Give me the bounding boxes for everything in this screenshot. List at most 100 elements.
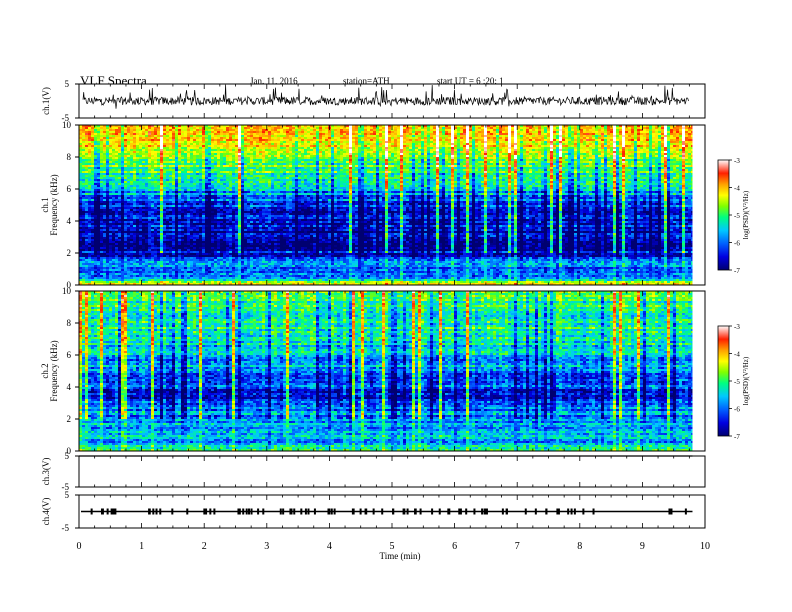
colorbar-tick-label: -4 bbox=[734, 185, 740, 193]
ytick-label: 10 bbox=[62, 120, 72, 130]
ch4-pulse bbox=[483, 508, 486, 515]
ch4-pulse bbox=[557, 508, 560, 515]
ch4-pulse bbox=[152, 508, 155, 515]
yaxis-label-1: ch.1(V) bbox=[41, 87, 51, 115]
ytick-label: 8 bbox=[67, 152, 72, 162]
ytick-label: -5 bbox=[62, 482, 70, 492]
ch4-pulse bbox=[668, 508, 671, 515]
colorbar-2 bbox=[717, 325, 730, 437]
no-data-area-1 bbox=[692, 125, 705, 285]
xtick-label: 2 bbox=[202, 541, 207, 552]
xtick-label: 5 bbox=[390, 541, 395, 552]
ch4-pulse bbox=[186, 508, 189, 515]
yaxis-label-frequency: Frequency (kHz) bbox=[49, 340, 59, 401]
ch4-pulse bbox=[330, 508, 333, 515]
ytick-label: 2 bbox=[67, 248, 72, 258]
yaxis-label-4: ch.3(V) bbox=[41, 458, 51, 486]
ytick-label: 5 bbox=[65, 79, 70, 89]
ch4-pulse bbox=[372, 508, 375, 515]
ch4-pulse bbox=[447, 508, 450, 515]
ytick-label: 5 bbox=[65, 451, 70, 461]
ch4-pulse bbox=[237, 508, 240, 515]
ytick-label: -5 bbox=[62, 523, 70, 533]
xtick-label: 10 bbox=[700, 541, 710, 552]
ch4-pulse bbox=[110, 508, 113, 515]
ch4-pulse bbox=[485, 508, 488, 515]
ch4-pulse bbox=[351, 508, 354, 515]
ch4-pulse bbox=[501, 508, 504, 515]
ch4-pulse bbox=[573, 508, 576, 515]
xaxis-label: Time (min) bbox=[380, 551, 421, 561]
colorbar-1 bbox=[717, 159, 730, 271]
ch4-pulse bbox=[419, 508, 422, 515]
ch4-pulse bbox=[473, 508, 476, 515]
xtick-label: 6 bbox=[452, 541, 457, 552]
ytick-label: 4 bbox=[67, 216, 72, 226]
ch4-pulse bbox=[213, 508, 216, 515]
ch4-pulse bbox=[279, 508, 282, 515]
yaxis-label-frequency: Frequency (kHz) bbox=[49, 174, 59, 235]
ytick-label: 6 bbox=[67, 350, 72, 360]
ch4-pulse bbox=[392, 508, 395, 515]
ch4-pulse bbox=[307, 508, 310, 515]
colorbar-label: log(PSD)(V²/Hz) bbox=[742, 190, 750, 239]
xtick-label: 9 bbox=[640, 541, 645, 552]
ch4-pulse bbox=[359, 508, 362, 515]
ch4-pulse bbox=[524, 508, 527, 515]
ch4-pulse bbox=[250, 508, 253, 515]
colorbar-tick-label: -3 bbox=[734, 157, 740, 165]
ch4-pulse bbox=[205, 508, 208, 515]
ch1-trace bbox=[82, 84, 689, 109]
ytick-label: 0 bbox=[67, 280, 72, 290]
ch4-pulse bbox=[556, 508, 559, 515]
ytick-label: 4 bbox=[67, 382, 72, 392]
xtick-label: 8 bbox=[577, 541, 582, 552]
ch4-pulse bbox=[106, 508, 109, 515]
ch4-pulse bbox=[534, 508, 537, 515]
ch4-pulse bbox=[101, 508, 104, 515]
ch4-pulse bbox=[112, 508, 115, 515]
ch4-pulse bbox=[304, 508, 307, 515]
ch4-pulse bbox=[333, 508, 336, 515]
xtick-label: 7 bbox=[515, 541, 520, 552]
colorbar-tick-label: -3 bbox=[734, 323, 740, 331]
ch4-pulse bbox=[431, 508, 434, 515]
ytick-label: 5 bbox=[65, 490, 70, 500]
colorbar-tick-label: -6 bbox=[734, 240, 740, 248]
colorbar-tick-label: -4 bbox=[734, 351, 740, 359]
ch4-pulse bbox=[159, 508, 162, 515]
xtick-label: 0 bbox=[77, 541, 82, 552]
ch4-pulse bbox=[300, 508, 303, 515]
ytick-label: 2 bbox=[67, 414, 72, 424]
ch4-pulse bbox=[592, 508, 595, 515]
ch4-pulse bbox=[209, 508, 212, 515]
ch4-pulse bbox=[282, 508, 285, 515]
ch4-pulse bbox=[328, 508, 331, 515]
ch4-pulse bbox=[505, 508, 508, 515]
ch4-pulse bbox=[313, 508, 316, 515]
ytick-label: 6 bbox=[67, 184, 72, 194]
xtick-label: 4 bbox=[327, 541, 332, 552]
ch4-pulse bbox=[203, 508, 206, 515]
ch4-pulse bbox=[458, 508, 461, 515]
station-label: station=ATH bbox=[343, 76, 390, 86]
ch4-pulse bbox=[403, 508, 406, 515]
date-label: Jan. 11, 2016 bbox=[250, 76, 298, 86]
ch4-pulse bbox=[248, 508, 251, 515]
waveform-frame-4 bbox=[78, 455, 706, 488]
colorbar-tick-label: -6 bbox=[734, 406, 740, 414]
ch4-pulse bbox=[459, 508, 462, 515]
colorbar-tick-label: -5 bbox=[734, 378, 740, 386]
ytick-label: 0 bbox=[67, 446, 72, 456]
ch4-pulse bbox=[293, 508, 296, 515]
colorbar-tick-label: -7 bbox=[734, 433, 740, 441]
ch4-pulse bbox=[570, 508, 573, 515]
no-data-area-2 bbox=[692, 291, 705, 451]
ch4-pulse bbox=[90, 508, 93, 515]
ch4-pulse bbox=[114, 508, 117, 515]
ch4-pulse bbox=[381, 508, 384, 515]
ch4-pulse bbox=[582, 508, 585, 515]
ch4-pulse bbox=[262, 508, 265, 515]
